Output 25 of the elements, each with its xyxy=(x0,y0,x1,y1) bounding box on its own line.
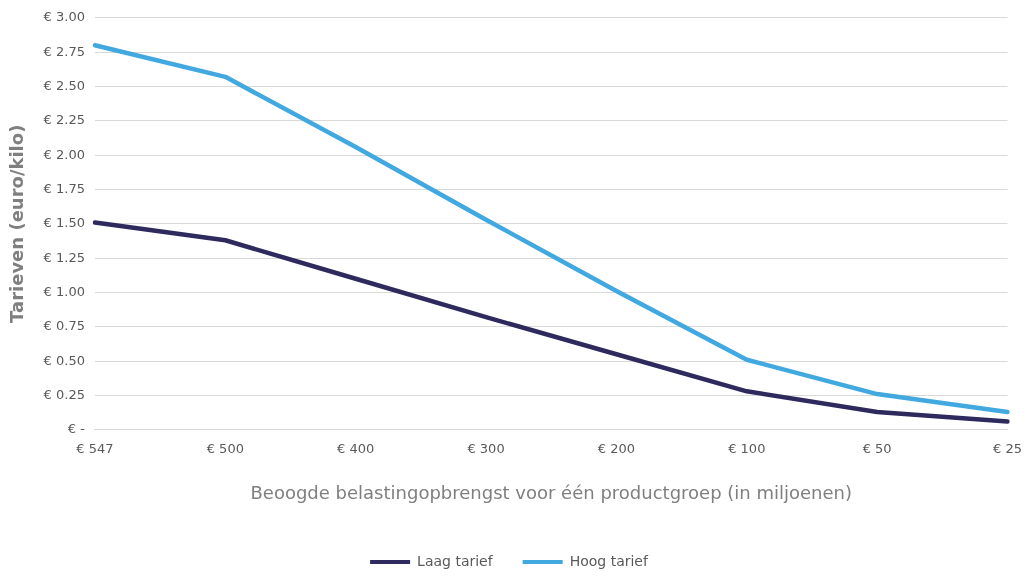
x-tick-label: € 100 xyxy=(728,440,766,456)
legend-label: Hoog tarief xyxy=(569,552,649,569)
y-tick-label: € 2.50 xyxy=(43,77,85,93)
x-axis-title: Beoogde belastingopbrengst voor één productgroep (in miljoenen) xyxy=(250,481,852,503)
y-tick-label: € 0.50 xyxy=(43,352,85,368)
y-tick-label: € 1.75 xyxy=(43,180,85,196)
x-tick-label: € 400 xyxy=(337,440,375,456)
x-tick-label: € 25 xyxy=(993,440,1022,456)
y-tick-label: € 1.50 xyxy=(43,215,85,231)
x-tick-label: € 200 xyxy=(597,440,636,456)
x-tick-label: € 547 xyxy=(76,440,114,456)
x-tick-label: € 300 xyxy=(467,440,505,456)
y-tick-label: € 0.75 xyxy=(43,318,85,334)
y-tick-label: € - xyxy=(67,421,86,437)
y-tick-label: € 2.75 xyxy=(43,43,85,59)
y-axis-title: Tarieven (euro/kilo) xyxy=(6,124,28,323)
y-tick-label: € 0.25 xyxy=(43,386,85,402)
x-tick-label: € 500 xyxy=(206,440,244,456)
y-tick-label: € 3.00 xyxy=(43,9,85,25)
x-tick-label: € 50 xyxy=(862,440,892,456)
y-tick-label: € 1.25 xyxy=(43,249,85,265)
y-tick-label: € 1.00 xyxy=(43,283,85,299)
y-tick-label: € 2.00 xyxy=(43,146,85,162)
legend-label: Laag tarief xyxy=(417,552,494,569)
y-tick-label: € 2.25 xyxy=(43,112,85,128)
